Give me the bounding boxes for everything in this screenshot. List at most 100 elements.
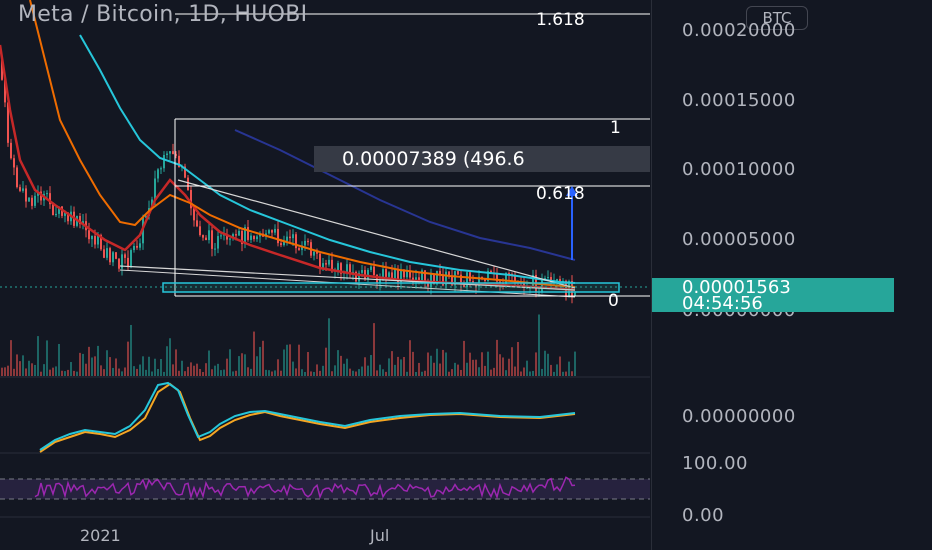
volume-bar [484, 365, 486, 376]
volume-bar [172, 364, 174, 376]
candle-body [289, 236, 291, 239]
volume-bar [295, 368, 297, 376]
volume-bar [439, 363, 441, 376]
volume-bar [571, 371, 573, 376]
volume-bar [196, 363, 198, 376]
volume-bar [361, 366, 363, 376]
volume-bar [7, 365, 9, 376]
chart-title[interactable]: Meta / Bitcoin, 1D, HUOBI [18, 2, 308, 27]
volume-bar [136, 368, 138, 376]
candle-body [4, 79, 6, 103]
candle-body [319, 253, 321, 268]
candle-body [445, 271, 447, 286]
candle-body [370, 266, 372, 270]
volume-bars [1, 314, 576, 376]
volume-bar [289, 344, 291, 376]
candle-body [457, 271, 459, 275]
volume-bar [370, 355, 372, 376]
volume-bar [298, 344, 300, 376]
volume-bar [271, 371, 273, 376]
candle-body [508, 272, 510, 274]
current-price: 0.00001563 [682, 277, 791, 298]
candle-body [46, 193, 48, 195]
volume-bar [382, 369, 384, 376]
volume-bar [529, 371, 531, 376]
volume-bar [496, 339, 498, 376]
volume-bar [28, 360, 30, 376]
currency-button[interactable]: BTC [746, 6, 808, 30]
candle-body [439, 270, 441, 276]
candle-body [244, 227, 246, 245]
volume-bar [211, 369, 213, 376]
volume-bar [487, 351, 489, 376]
volume-bar [217, 363, 219, 376]
candle-body [547, 277, 549, 279]
volume-bar [433, 362, 435, 376]
volume-bar [193, 365, 195, 376]
volume-bar [346, 358, 348, 376]
volume-bar [133, 366, 135, 376]
candle-body [355, 271, 357, 282]
volume-bar [145, 369, 147, 376]
candle-body [379, 279, 381, 284]
candle-body [232, 234, 234, 239]
upper-trendline [177, 179, 576, 289]
candle-body [292, 234, 294, 239]
price-axis-label: 0.00015000 [682, 90, 796, 111]
bar-countdown: 04:54:56 [682, 293, 763, 314]
volume-bar [340, 355, 342, 376]
candle-body [217, 236, 219, 249]
candle-body [250, 235, 252, 240]
volume-bar [130, 324, 132, 376]
price-axis[interactable] [651, 0, 932, 550]
time-axis-label: 2021 [80, 526, 121, 545]
volume-bar [427, 352, 429, 376]
volume-bar [481, 352, 483, 376]
candle-body [391, 272, 393, 280]
volume-bar [562, 371, 564, 376]
rsi-axis-label: 0.00 [682, 505, 725, 526]
volume-bar [46, 340, 48, 376]
volume-bar [247, 367, 249, 376]
volume-bar [367, 365, 369, 376]
volume-bar [250, 368, 252, 376]
volume-bar [304, 371, 306, 376]
candle-body [283, 240, 285, 246]
rsi-line [34, 476, 576, 500]
candle-body [64, 212, 66, 216]
volume-bar [94, 356, 96, 376]
candle-body [277, 228, 279, 244]
candle-body [406, 271, 408, 278]
fib-label-0: 0 [608, 291, 619, 311]
candle-body [514, 274, 516, 282]
volume-bar [544, 350, 546, 376]
volume-bar [22, 355, 24, 376]
volume-bar [85, 363, 87, 376]
candle-body [163, 155, 165, 169]
volume-bar [124, 367, 126, 376]
candle-body [127, 257, 129, 268]
volume-bar [16, 354, 18, 376]
volume-bar [391, 351, 393, 376]
candle-body [193, 208, 195, 221]
candle-body [205, 237, 207, 241]
price-axis-label: 0.00020000 [682, 20, 796, 41]
candle-body [19, 187, 21, 191]
volume-bar [10, 340, 12, 376]
candle-body [97, 234, 99, 245]
main-chart-canvas[interactable] [0, 0, 650, 550]
volume-bar [325, 347, 327, 376]
volume-bar [364, 357, 366, 376]
candle-body [484, 278, 486, 281]
volume-bar [358, 369, 360, 376]
volume-bar [376, 370, 378, 376]
volume-bar [109, 357, 111, 376]
candle-body [382, 269, 384, 280]
candle-body [106, 248, 108, 258]
fib-label-1: 1 [610, 118, 621, 138]
volume-bar [286, 344, 288, 376]
candle-body [490, 270, 492, 273]
candle-body [499, 281, 501, 283]
volume-bar [517, 341, 519, 376]
volume-bar [43, 364, 45, 376]
